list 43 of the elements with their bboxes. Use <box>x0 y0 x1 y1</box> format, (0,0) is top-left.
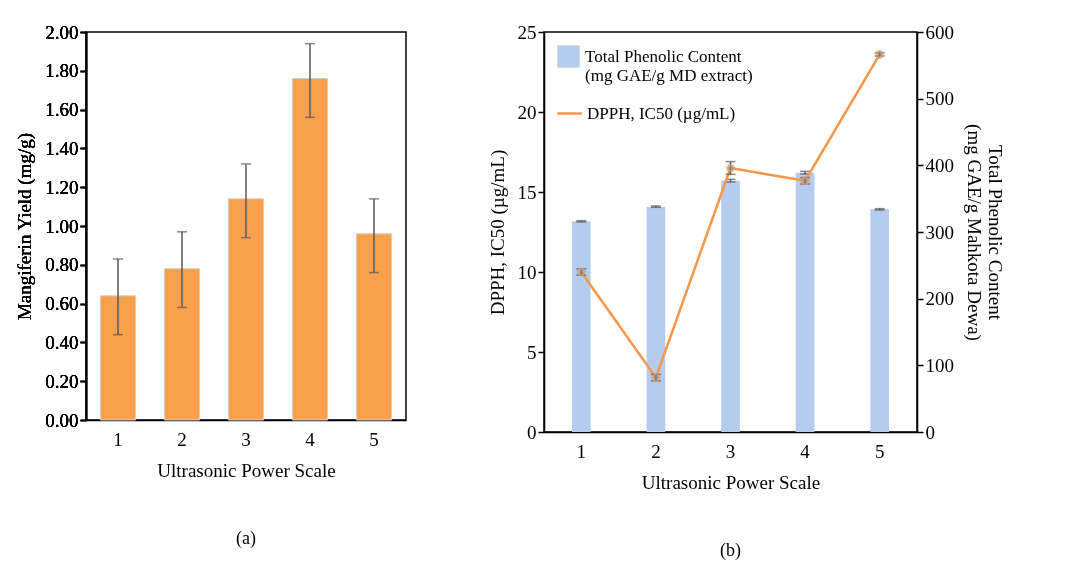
y2-axis-title: Total Phenolic Content (mg GAE/g Mahkota Dewa) <box>963 124 1006 341</box>
y2-tick-label: 400 <box>925 154 954 176</box>
y-tick-label: 2.00 <box>45 21 79 43</box>
x-tick-label: 2 <box>177 428 187 450</box>
y2-tick-label: 200 <box>925 288 954 310</box>
x-tick-label: 2 <box>651 440 661 462</box>
x-tick-label: 5 <box>874 440 885 462</box>
y-axis-title: DPPH, IC50 (µg/mL) <box>486 149 509 316</box>
y-tick-label: 5 <box>527 341 537 363</box>
legend-label: Total Phenolic Content (mg GAE/g MD extract) <box>585 46 753 85</box>
y-tick-label: 15 <box>517 181 537 203</box>
x-axis-title: Ultrasonic Power Scale <box>641 471 821 493</box>
y-axis-title: Mangiferin Yield (mg/g) <box>14 132 37 321</box>
x-tick-label: 1 <box>576 440 587 462</box>
x-tick-label: 4 <box>800 440 811 462</box>
x-axis-title: Ultrasonic Power Scale <box>157 459 336 481</box>
x-tick-label: 3 <box>241 428 251 450</box>
y2-tick-label: 600 <box>925 21 954 43</box>
y-tick-label: 1.00 <box>45 215 79 237</box>
x-tick-label: 5 <box>369 428 379 450</box>
y-tick-label: 1.20 <box>45 176 79 198</box>
y-tick-label: 1.40 <box>45 137 79 159</box>
x-tick-label: 3 <box>725 440 736 462</box>
y-tick-label: 0 <box>527 421 537 443</box>
y-tick-label: 1.60 <box>45 99 79 121</box>
y-tick-label: 0.80 <box>45 254 79 276</box>
y-tick-label: 20 <box>517 101 537 123</box>
y2-tick-label: 0 <box>925 421 935 443</box>
y-tick-label: 0.60 <box>45 293 79 315</box>
y-tick-label: 0.00 <box>45 409 79 431</box>
y-tick-label: 25 <box>517 21 537 43</box>
y2-tick-label: 300 <box>925 221 954 243</box>
y2-tick-label: 500 <box>925 88 954 110</box>
y-tick-label: 10 <box>517 261 537 283</box>
y2-tick-label: 100 <box>925 354 954 376</box>
text: (a) <box>236 528 256 549</box>
y-tick-label: 0.20 <box>45 370 79 392</box>
x-tick-label: 1 <box>113 428 123 450</box>
text: (b) <box>720 540 741 561</box>
x-tick-label: 4 <box>305 428 316 450</box>
y-tick-label: 1.80 <box>45 60 79 82</box>
legend-label: DPPH, IC50 (µg/mL) <box>587 103 736 123</box>
y-tick-label: 0.40 <box>45 331 79 353</box>
